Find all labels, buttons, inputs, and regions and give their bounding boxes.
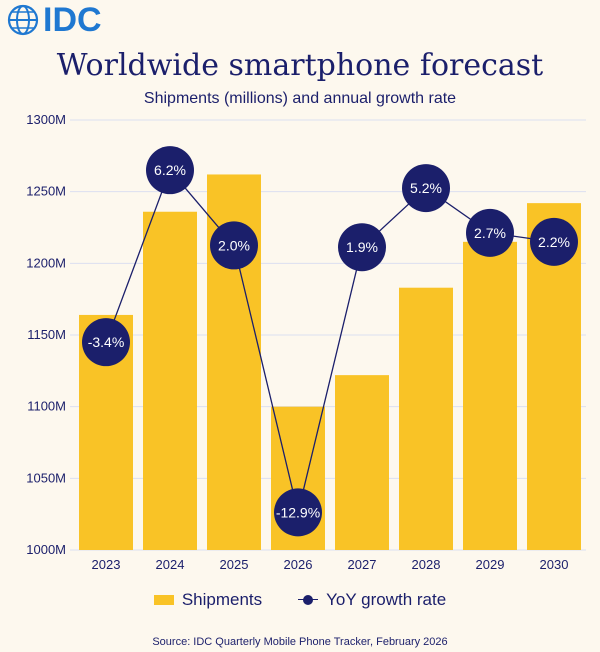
y-tick-label: 1000M [26, 542, 66, 557]
bar [463, 241, 517, 551]
growth-label: 2.0% [218, 237, 250, 253]
y-tick-label: 1300M [26, 112, 66, 127]
x-tick-label: 2028 [412, 557, 441, 572]
bar [143, 211, 197, 550]
legend-label-shipments: Shipments [181, 590, 263, 609]
idc-logo: IDC [6, 2, 102, 38]
growth-point [82, 318, 130, 367]
growth-point [530, 217, 578, 266]
globe-icon [7, 4, 39, 36]
legend-item-growth: YoY growth rate [298, 590, 446, 610]
y-tick-label: 1100M [27, 399, 66, 414]
source-note: Source: IDC Quarterly Mobile Phone Track… [152, 636, 448, 648]
growth-point [338, 223, 386, 272]
growth-point [402, 164, 450, 213]
legend-swatch-line [298, 595, 319, 605]
growth-point [466, 208, 514, 257]
x-tick-label: 2030 [540, 557, 569, 572]
legend-swatch-bar [153, 595, 174, 605]
growth-point [274, 488, 322, 537]
legend-item-shipments: Shipments [153, 590, 263, 610]
x-tick-label: 2024 [156, 557, 185, 572]
growth-label: 2.7% [474, 225, 506, 241]
bar [335, 375, 389, 550]
y-tick-label: 1050M [26, 470, 66, 485]
growth-label: 2.2% [538, 234, 570, 250]
growth-label: 6.2% [154, 162, 186, 178]
growth-point [210, 221, 258, 270]
chart-subtitle: Shipments (millions) and annual growth r… [143, 90, 457, 107]
legend: Shipments YoY growth rate [0, 590, 600, 610]
y-tick-label: 1150M [27, 327, 66, 342]
chart-area: 1000M 1050M 1100M 1150M 1200M 1250M 1300M 2023 2… [26, 112, 586, 572]
x-tick-label: 2029 [476, 557, 505, 572]
growth-label: 1.9% [346, 239, 378, 255]
growth-point [146, 146, 194, 195]
bar [399, 287, 453, 550]
y-tick-label: 1250M [26, 184, 66, 199]
x-tick-label: 2023 [92, 557, 121, 572]
growth-label: 5.2% [410, 180, 442, 196]
y-tick-label: 1200M [26, 255, 66, 270]
legend-label-growth: YoY growth rate [326, 590, 447, 609]
logo-text: IDC [43, 1, 102, 39]
x-tick-label: 2025 [220, 557, 249, 572]
growth-label: -12.9% [276, 504, 320, 520]
chart-title: Worldwide smartphone forecast [56, 48, 544, 83]
growth-label: -3.4% [88, 334, 125, 350]
x-tick-label: 2026 [284, 557, 313, 572]
x-tick-label: 2027 [348, 557, 377, 572]
